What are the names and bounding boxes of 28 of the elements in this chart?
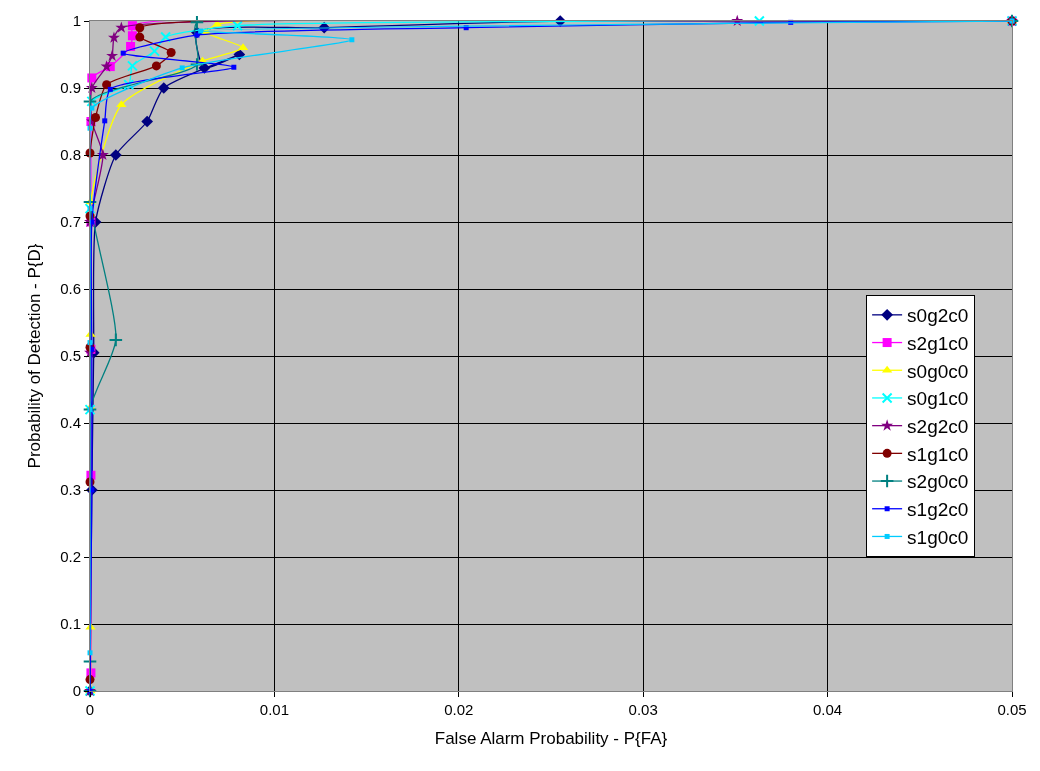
legend-label: s1g0c0: [907, 526, 969, 548]
legend-label: s1g2c0: [907, 499, 969, 521]
y-tick-label: 0.1: [60, 615, 81, 633]
x-tick-label: 0.02: [444, 701, 474, 718]
x-tick-label: 0.04: [813, 701, 843, 718]
y-tick-label: 0.2: [60, 548, 81, 566]
legend-label: s2g2c0: [907, 416, 969, 438]
y-tick-label: 0.4: [60, 414, 81, 432]
y-tick-label: 0.7: [60, 213, 81, 231]
legend-label: s0g1c0: [907, 388, 969, 410]
x-tick-label: 0.01: [259, 701, 289, 718]
y-tick-label: 0.3: [60, 481, 81, 499]
y-tick-label: 1: [72, 12, 81, 30]
x-tick-label: 0: [85, 701, 95, 718]
legend-label: s2g1c0: [907, 332, 969, 354]
y-tick-label: 0: [72, 682, 81, 700]
x-tick-label: 0.05: [997, 701, 1027, 718]
y-tick-label: 0.8: [60, 146, 81, 164]
y-tick-label: 0.5: [60, 347, 81, 365]
legend-label: s2g0c0: [907, 471, 969, 493]
x-tick-label: 0.03: [628, 701, 658, 718]
x-axis-title: False Alarm Probability - P{FA}: [434, 729, 668, 749]
y-tick-label: 0.9: [60, 79, 81, 97]
legend-label: s0g0c0: [907, 360, 969, 382]
legend-label: s0g2c0: [907, 305, 969, 327]
y-tick-label: 0.6: [60, 280, 81, 298]
y-axis-title: Probability of Detection - P{D}: [24, 243, 44, 469]
legend-label: s1g1c0: [907, 443, 969, 465]
